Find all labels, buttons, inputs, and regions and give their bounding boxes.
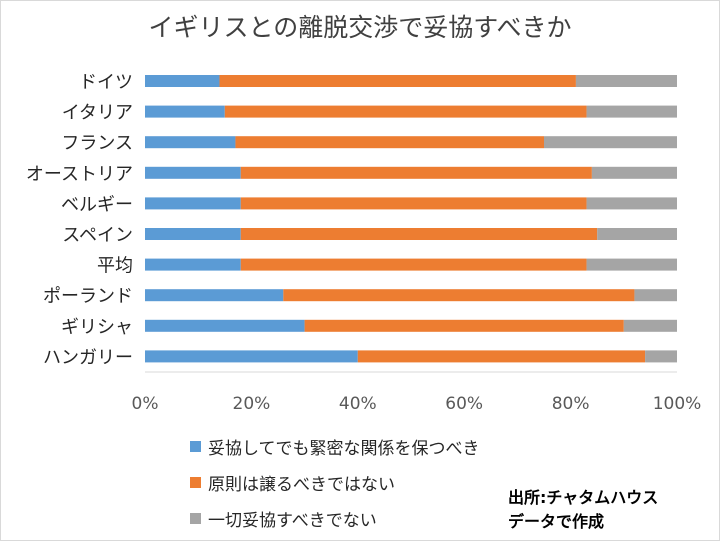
x-tick-label: 100% (653, 394, 702, 414)
bar-segment (145, 319, 305, 332)
bar-segment (586, 105, 677, 118)
source-line: データで作成 (508, 512, 605, 531)
y-tick-label: フランス (61, 133, 133, 154)
x-tick-label: 0% (132, 394, 159, 414)
bar-segment (145, 105, 225, 118)
x-tick-label: 60% (445, 394, 483, 414)
y-tick-label: ベルギー (61, 194, 133, 215)
bar-segment (145, 350, 358, 363)
bar-segment (145, 166, 241, 179)
x-tick-label: 40% (339, 394, 377, 414)
bar-segment (283, 289, 635, 302)
y-tick-label: ポーランド (43, 286, 133, 307)
bar-segment (645, 350, 677, 363)
y-tick-label: 平均 (97, 256, 133, 277)
x-tick-label: 80% (552, 394, 590, 414)
y-tick-label: ギリシャ (61, 317, 133, 338)
bar-segment (240, 228, 598, 240)
bar-segment (586, 197, 677, 210)
source-note: 出所:チャタムハウス データで作成 (508, 486, 658, 534)
legend: 妥協してでも緊密な関係を保つべき 原則は譲るべきではない 一切妥協すべきでない (190, 428, 480, 536)
bar-segment (145, 75, 220, 87)
x-tick-label: 20% (233, 394, 271, 414)
bar-segment (224, 105, 587, 118)
bar-segment (634, 289, 677, 302)
bar-segment (623, 319, 677, 332)
y-tick-label: オーストリア (26, 164, 133, 185)
bar-segment (240, 197, 587, 210)
y-tick-label: ハンガリー (43, 347, 133, 368)
source-line: 出所:チャタムハウス (508, 488, 659, 507)
bar-segment (304, 319, 624, 332)
bar-segment (597, 228, 677, 240)
legend-swatch (190, 440, 201, 452)
bar-segment (575, 75, 677, 87)
bar-segment (145, 289, 284, 302)
bar-segment (145, 258, 241, 271)
bar-segment (357, 350, 646, 363)
bar-segment (145, 228, 241, 240)
legend-label: 妥協してでも緊密な関係を保つべき (208, 438, 480, 459)
legend-swatch (190, 476, 201, 488)
legend-item: 原則は譲るべきではない (190, 464, 480, 500)
bar-segment (240, 258, 587, 271)
y-tick-label: ドイツ (79, 72, 133, 93)
chart-title: イギリスとの離脱交渉で妥協すべきか (148, 13, 572, 42)
legend-swatch (190, 512, 201, 524)
bar-segment (219, 75, 576, 87)
bar-segment (544, 136, 677, 149)
legend-label: 原則は譲るべきではない (208, 474, 395, 495)
y-tick-label: スペイン (62, 225, 133, 246)
bar-segment (240, 166, 592, 179)
legend-item: 妥協してでも緊密な関係を保つべき (190, 428, 480, 464)
bar-segment (586, 258, 677, 271)
bar-segment (145, 136, 236, 149)
bar-segment (235, 136, 544, 149)
bar-segment (145, 197, 241, 210)
legend-item: 一切妥協すべきでない (190, 500, 480, 536)
legend-label: 一切妥協すべきでない (208, 510, 377, 531)
y-tick-label: イタリア (62, 103, 133, 124)
bar-segment (591, 166, 677, 179)
